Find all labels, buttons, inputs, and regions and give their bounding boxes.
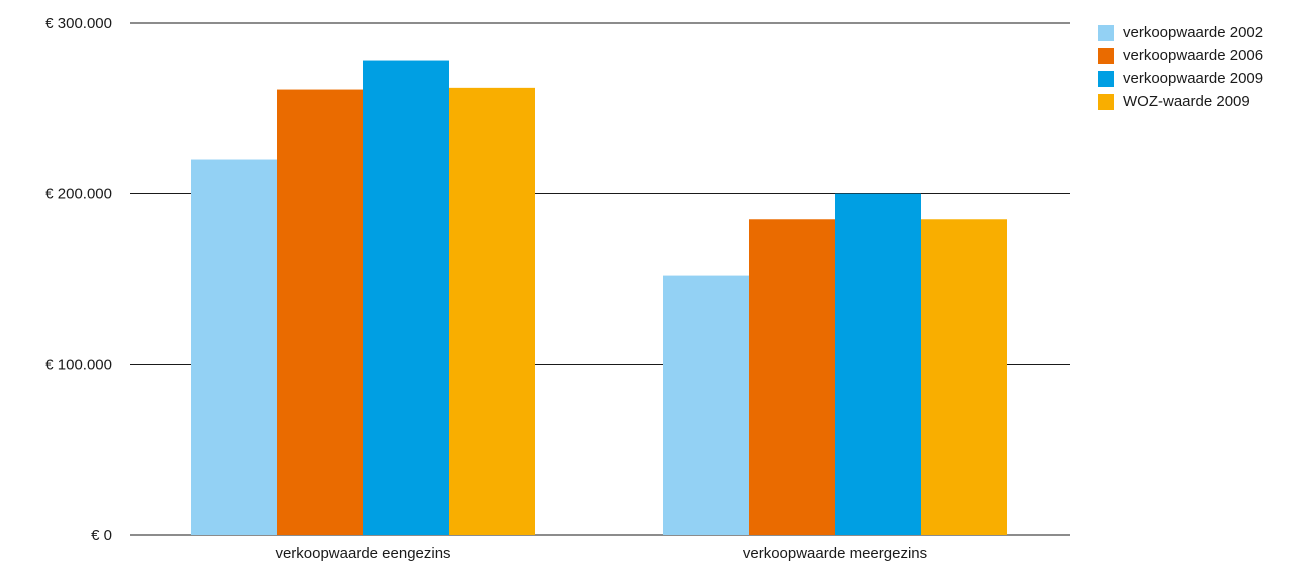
y-tick-label: € 300.000 [45, 15, 112, 32]
legend-swatch [1098, 93, 1114, 110]
y-tick-label: € 200.000 [45, 186, 112, 203]
legend-item-verkoopwaarde-2009: verkoopwaarde 2009 [1098, 67, 1263, 90]
legend-swatch [1098, 70, 1114, 87]
bar-verkoopwaarde-2009-2 [835, 193, 921, 535]
bar-woz-waarde-2009-1 [449, 87, 535, 535]
y-axis-tick-labels: € 0 € 100.000 € 200.000 € 300.000 [45, 15, 112, 544]
bars [191, 60, 1007, 536]
legend-item-verkoopwaarde-2002: verkoopwaarde 2002 [1098, 21, 1263, 44]
legend-label: WOZ-waarde 2009 [1123, 92, 1250, 110]
legend-item-woz-waarde-2009: WOZ-waarde 2009 [1098, 90, 1263, 113]
bar-verkoopwaarde-2002-2 [663, 275, 749, 535]
bar-verkoopwaarde-2009-1 [363, 60, 449, 536]
legend: verkoopwaarde 2002 verkoopwaarde 2006 ve… [1098, 21, 1263, 113]
y-tick-label: € 100.000 [45, 356, 112, 373]
legend-label: verkoopwaarde 2009 [1123, 69, 1264, 87]
bar-verkoopwaarde-2006-1 [277, 89, 363, 535]
x-category-label: verkoopwaarde eengezins [275, 545, 450, 562]
legend-swatch [1098, 47, 1114, 64]
legend-swatch [1098, 24, 1114, 41]
x-axis-category-labels: verkoopwaarde eengezins verkoopwaarde mee… [275, 545, 927, 562]
legend-item-verkoopwaarde-2006: verkoopwaarde 2006 [1098, 44, 1263, 67]
legend-label: verkoopwaarde 2002 [1123, 23, 1264, 41]
bar-woz-waarde-2009-2 [921, 219, 1007, 535]
bar-verkoopwaarde-2006-2 [749, 219, 835, 535]
bar-verkoopwaarde-2002-1 [191, 159, 277, 536]
y-tick-label: € 0 [91, 527, 112, 544]
x-category-label: verkoopwaarde meergezins [743, 545, 927, 562]
legend-label: verkoopwaarde 2006 [1123, 46, 1264, 64]
